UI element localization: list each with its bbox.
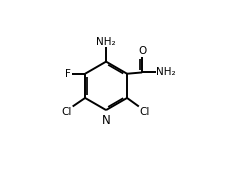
Text: NH₂: NH₂: [96, 37, 116, 47]
Text: Cl: Cl: [62, 107, 72, 117]
Text: N: N: [102, 114, 111, 127]
Text: Cl: Cl: [140, 107, 150, 117]
Text: NH₂: NH₂: [156, 67, 176, 77]
Text: O: O: [138, 46, 146, 56]
Text: F: F: [65, 69, 71, 79]
